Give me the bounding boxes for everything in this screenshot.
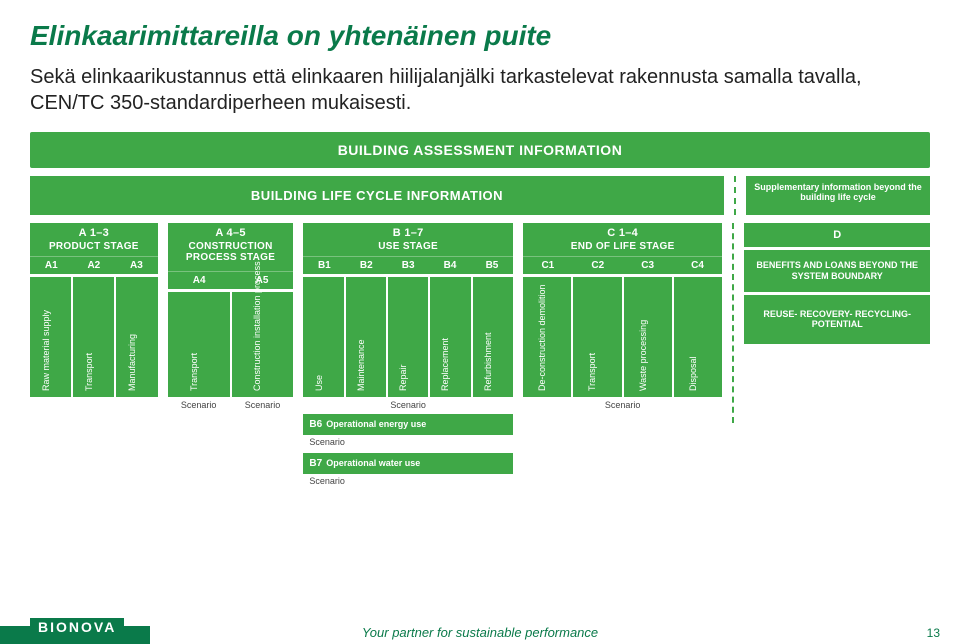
- scenario-label: Scenario: [168, 400, 230, 410]
- b7-block: B7Operational water use: [303, 453, 513, 474]
- scenario-label: Scenario: [303, 474, 513, 488]
- stage-range: B 1–7: [306, 227, 510, 239]
- code-b2: B2: [345, 257, 387, 274]
- d-benefits: BENEFITS AND LOANS BEYOND THE SYSTEM BOU…: [744, 250, 930, 292]
- stage-name: USE STAGE: [378, 241, 438, 252]
- bar-b3: Repair: [388, 277, 428, 397]
- scenario-label: Scenario: [232, 400, 294, 410]
- stage-construction: A 4–5 CONSTRUCTION PROCESS STAGE A4 A5 T…: [168, 223, 294, 488]
- bar-c2: Transport: [573, 277, 621, 397]
- dashed-separator: [734, 176, 736, 215]
- code-b3: B3: [387, 257, 429, 274]
- stage-name: CONSTRUCTION PROCESS STAGE: [186, 241, 275, 263]
- bar-c3: Waste processing: [624, 277, 672, 397]
- code-c1: C1: [523, 257, 573, 274]
- stage-range: D: [744, 223, 930, 247]
- supplementary-header: Supplementary information beyond the bui…: [746, 176, 930, 215]
- page-title: Elinkaarimittareilla on yhtenäinen puite: [30, 20, 930, 52]
- code-b4: B4: [429, 257, 471, 274]
- stage-range: C 1–4: [526, 227, 720, 239]
- bar-a4: Transport: [168, 292, 230, 397]
- code-a3: A3: [115, 257, 158, 274]
- page-number: 13: [927, 626, 940, 640]
- bar-b2: Maintenance: [346, 277, 386, 397]
- bar-a2: Transport: [73, 277, 114, 397]
- code-c4: C4: [673, 257, 723, 274]
- lifecycle-diagram: BUILDING ASSESSMENT INFORMATION BUILDING…: [30, 132, 930, 488]
- code-c2: C2: [573, 257, 623, 274]
- subtitle: Sekä elinkaarikustannus että elinkaaren …: [30, 64, 930, 116]
- bar-a5: Construction installation process: [232, 292, 294, 397]
- bar-a1: Raw material supply: [30, 277, 71, 397]
- code-a4: A4: [168, 272, 231, 289]
- stage-range: A 1–3: [33, 227, 155, 239]
- bar-b4: Replacement: [430, 277, 470, 397]
- footer: BIONOVA Your partner for sustainable per…: [0, 618, 960, 644]
- code-b5: B5: [471, 257, 513, 274]
- b6-block: B6Operational energy use: [303, 414, 513, 435]
- scenario-label: Scenario: [303, 400, 513, 410]
- bar-c4: Disposal: [674, 277, 722, 397]
- stage-use: B 1–7 USE STAGE B1 B2 B3 B4 B5 Use Maint…: [303, 223, 513, 488]
- code-c3: C3: [623, 257, 673, 274]
- stage-range: A 4–5: [171, 227, 291, 239]
- dashed-separator: [732, 223, 734, 423]
- bar-a3: Manufacturing: [116, 277, 157, 397]
- stage-product: A 1–3 PRODUCT STAGE A1 A2 A3 Raw materia…: [30, 223, 158, 488]
- stage-name: END OF LIFE STAGE: [571, 241, 675, 252]
- d-reuse: REUSE- RECOVERY- RECYCLING- POTENTIAL: [744, 295, 930, 345]
- stage-d: D BENEFITS AND LOANS BEYOND THE SYSTEM B…: [744, 223, 930, 488]
- stage-eol: C 1–4 END OF LIFE STAGE C1 C2 C3 C4 De-c…: [523, 223, 723, 488]
- stage-name: PRODUCT STAGE: [49, 241, 139, 252]
- scenario-label: Scenario: [303, 435, 513, 449]
- blci-header: BUILDING LIFE CYCLE INFORMATION: [30, 176, 724, 215]
- bar-b1: Use: [303, 277, 343, 397]
- footer-tagline: Your partner for sustainable performance: [362, 625, 598, 640]
- code-b1: B1: [303, 257, 345, 274]
- bai-header: BUILDING ASSESSMENT INFORMATION: [30, 132, 930, 168]
- bar-c1: De-construction demolition: [523, 277, 571, 397]
- code-a2: A2: [73, 257, 116, 274]
- bar-b5: Refurbishment: [473, 277, 513, 397]
- footer-logo: BIONOVA: [30, 618, 124, 636]
- code-a1: A1: [30, 257, 73, 274]
- scenario-label: Scenario: [523, 400, 723, 410]
